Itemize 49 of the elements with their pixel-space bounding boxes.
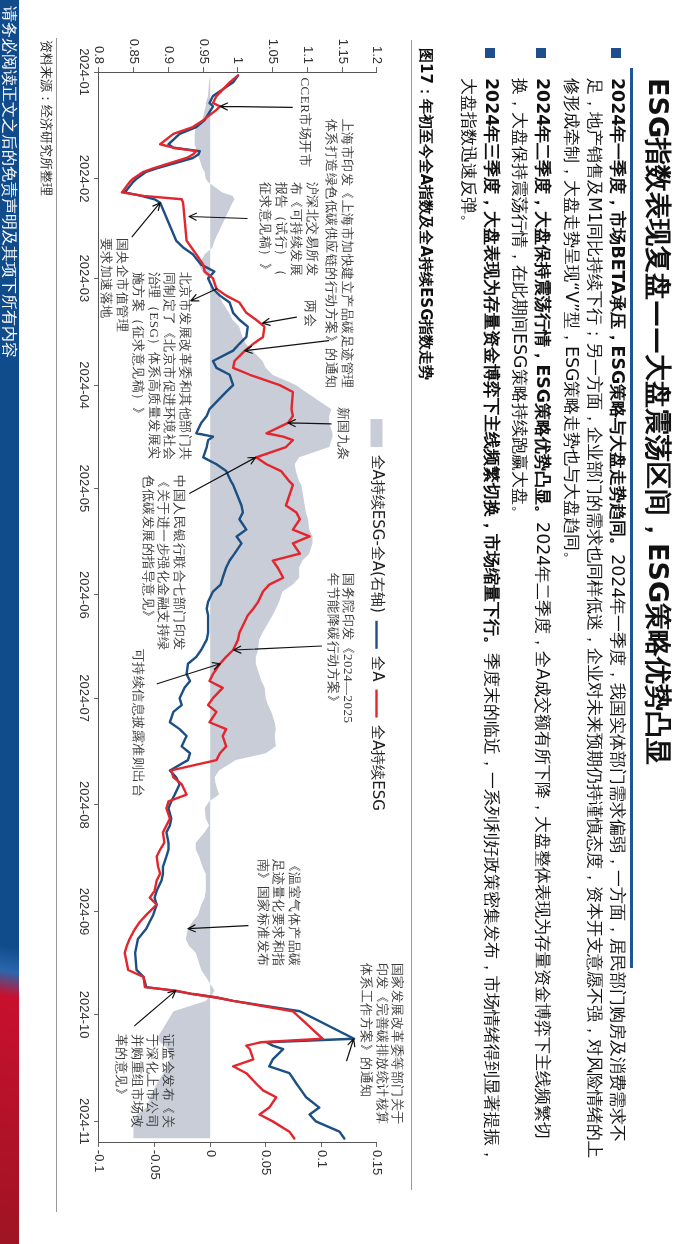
annotation: 上海市印发《上海市加快建立产品碳足迹管理体系打造绿色低碳供应链的行动方案》的通知 [324,118,355,389]
text: 图17：年初至今全A指数及全A持续ESG指数走势 [416,48,436,381]
y-tick-label: 2024-07 [76,674,92,723]
annotation: 新国九条 [335,406,351,461]
x-tick-label: -0.1 [92,1150,108,1173]
x2-tick-label: 1.15 [335,38,351,64]
legend-label: 全A持续ESG-全A(右轴) [368,454,387,613]
text: 资料来源：经济研究所整理 [38,40,55,196]
x-tick-label: -0.05 [148,1150,164,1180]
footer-bar: 请务必阅读正文之后的免责声明及其项下所有内容 [0,0,19,1244]
annotation: 两会 [303,300,319,328]
x2-tick-label: 0.8 [92,45,108,64]
annotation: 沪深北交易所发布《可持续发展报告（试行）（征求意见稿）》 [258,180,320,276]
text: 2024年三季度，大盘表现为存量资金博弈下主线频繁切换，市场缩量下行。季度末的临近，一系列利好政策密集发布，市场情绪得到显著提振，大盘指数迅速反弹。 [459,78,502,1164]
y-tick-label: 2024-05 [76,464,92,513]
y-tick-label: 2024-11 [76,1097,92,1145]
legend-label: 全A持续ESG [368,725,387,811]
y-tick-label: 2024-01 [76,48,92,96]
x-tick-label: 0.1 [314,1150,330,1169]
y-tick-label: 2024-04 [76,361,92,409]
annotation: 国家发展改革委等部门关于印发《完善碳排放统计核算体系工作方案》的通知 [359,962,406,1125]
x-tick-label: 0.05 [259,1150,275,1176]
annotation: 国务院印发《2024—2025年节能降碳行动方案》 [325,573,357,724]
x-tick-label: 0 [203,1150,219,1158]
legend-label: 全A [368,656,387,683]
text: 2024年二季度，大盘保持震荡行情，ESG策略优势凸显。2024年二季度，全A成交额有所下降，大盘整体表现为存量资金博弈下主线频繁切换，大盘保持震荡行情，在此期间ESG策略持续跑赢大盘。 [509,78,555,1142]
annotation: 证监会发布《关于深化上市公司并购重组市场改革的意见》 [114,1033,176,1129]
x2-tick-label: 0.9 [161,45,177,64]
x2-tick-label: 0.95 [196,38,212,64]
annotation: 《温室气体产品碳足迹量化要求和指南》国家标准发布 [255,858,302,967]
annotation: 北京市发展改革委和其他部门共同制定了《北京市促进环境社会治理（ESG）体系高质量发展实施方案（征求意见稿）》 [131,271,193,461]
text: ESG指数表现复盘——大盘震荡区间，ESG策略优势凸显 [642,78,675,766]
text: 2024年一季度，市场BETA承压，ESG策略与大盘走势趋同。2024年一季度，我国实体部门需求偏弱，一方面，居民部门购房及消费需求不足，地产销售及M1同比持续下行；另一方面，企业部门的需求也同样低迷，企业对未来预期仍持谨慎态度，资本开支意愿不强，对风险情绪的上修形成牵制，大盘走势呈现“V”型，ESG策略走势也与大盘趋同。 [561,78,629,1161]
annotation: CCER市场开市 [298,77,314,168]
annotation: 中国人民银行联合七部门印发《关于进一步强化金融支持绿色低碳发展的指导意见》 [140,475,187,651]
y-tick-label: 2024-08 [76,780,92,829]
annotation: 国央企市值管理要求加速落地 [99,237,130,333]
x2-tick-label: 1.05 [266,38,282,64]
annotation: 可持续信息披露准则出台 [131,648,147,798]
y-tick-label: 2024-02 [76,154,92,203]
x2-tick-label: 0.85 [127,38,143,64]
x2-tick-label: 1.1 [300,45,316,64]
y-tick-label: 2024-03 [76,254,92,303]
x-tick-label: 0.15 [370,1150,386,1176]
y-tick-label: 2024-09 [76,887,92,936]
y-tick-label: 2024-06 [76,571,92,619]
y-tick-label: 2024-10 [76,990,92,1039]
x2-tick-label: 1.2 [370,45,386,64]
x2-tick-label: 1 [231,56,247,64]
